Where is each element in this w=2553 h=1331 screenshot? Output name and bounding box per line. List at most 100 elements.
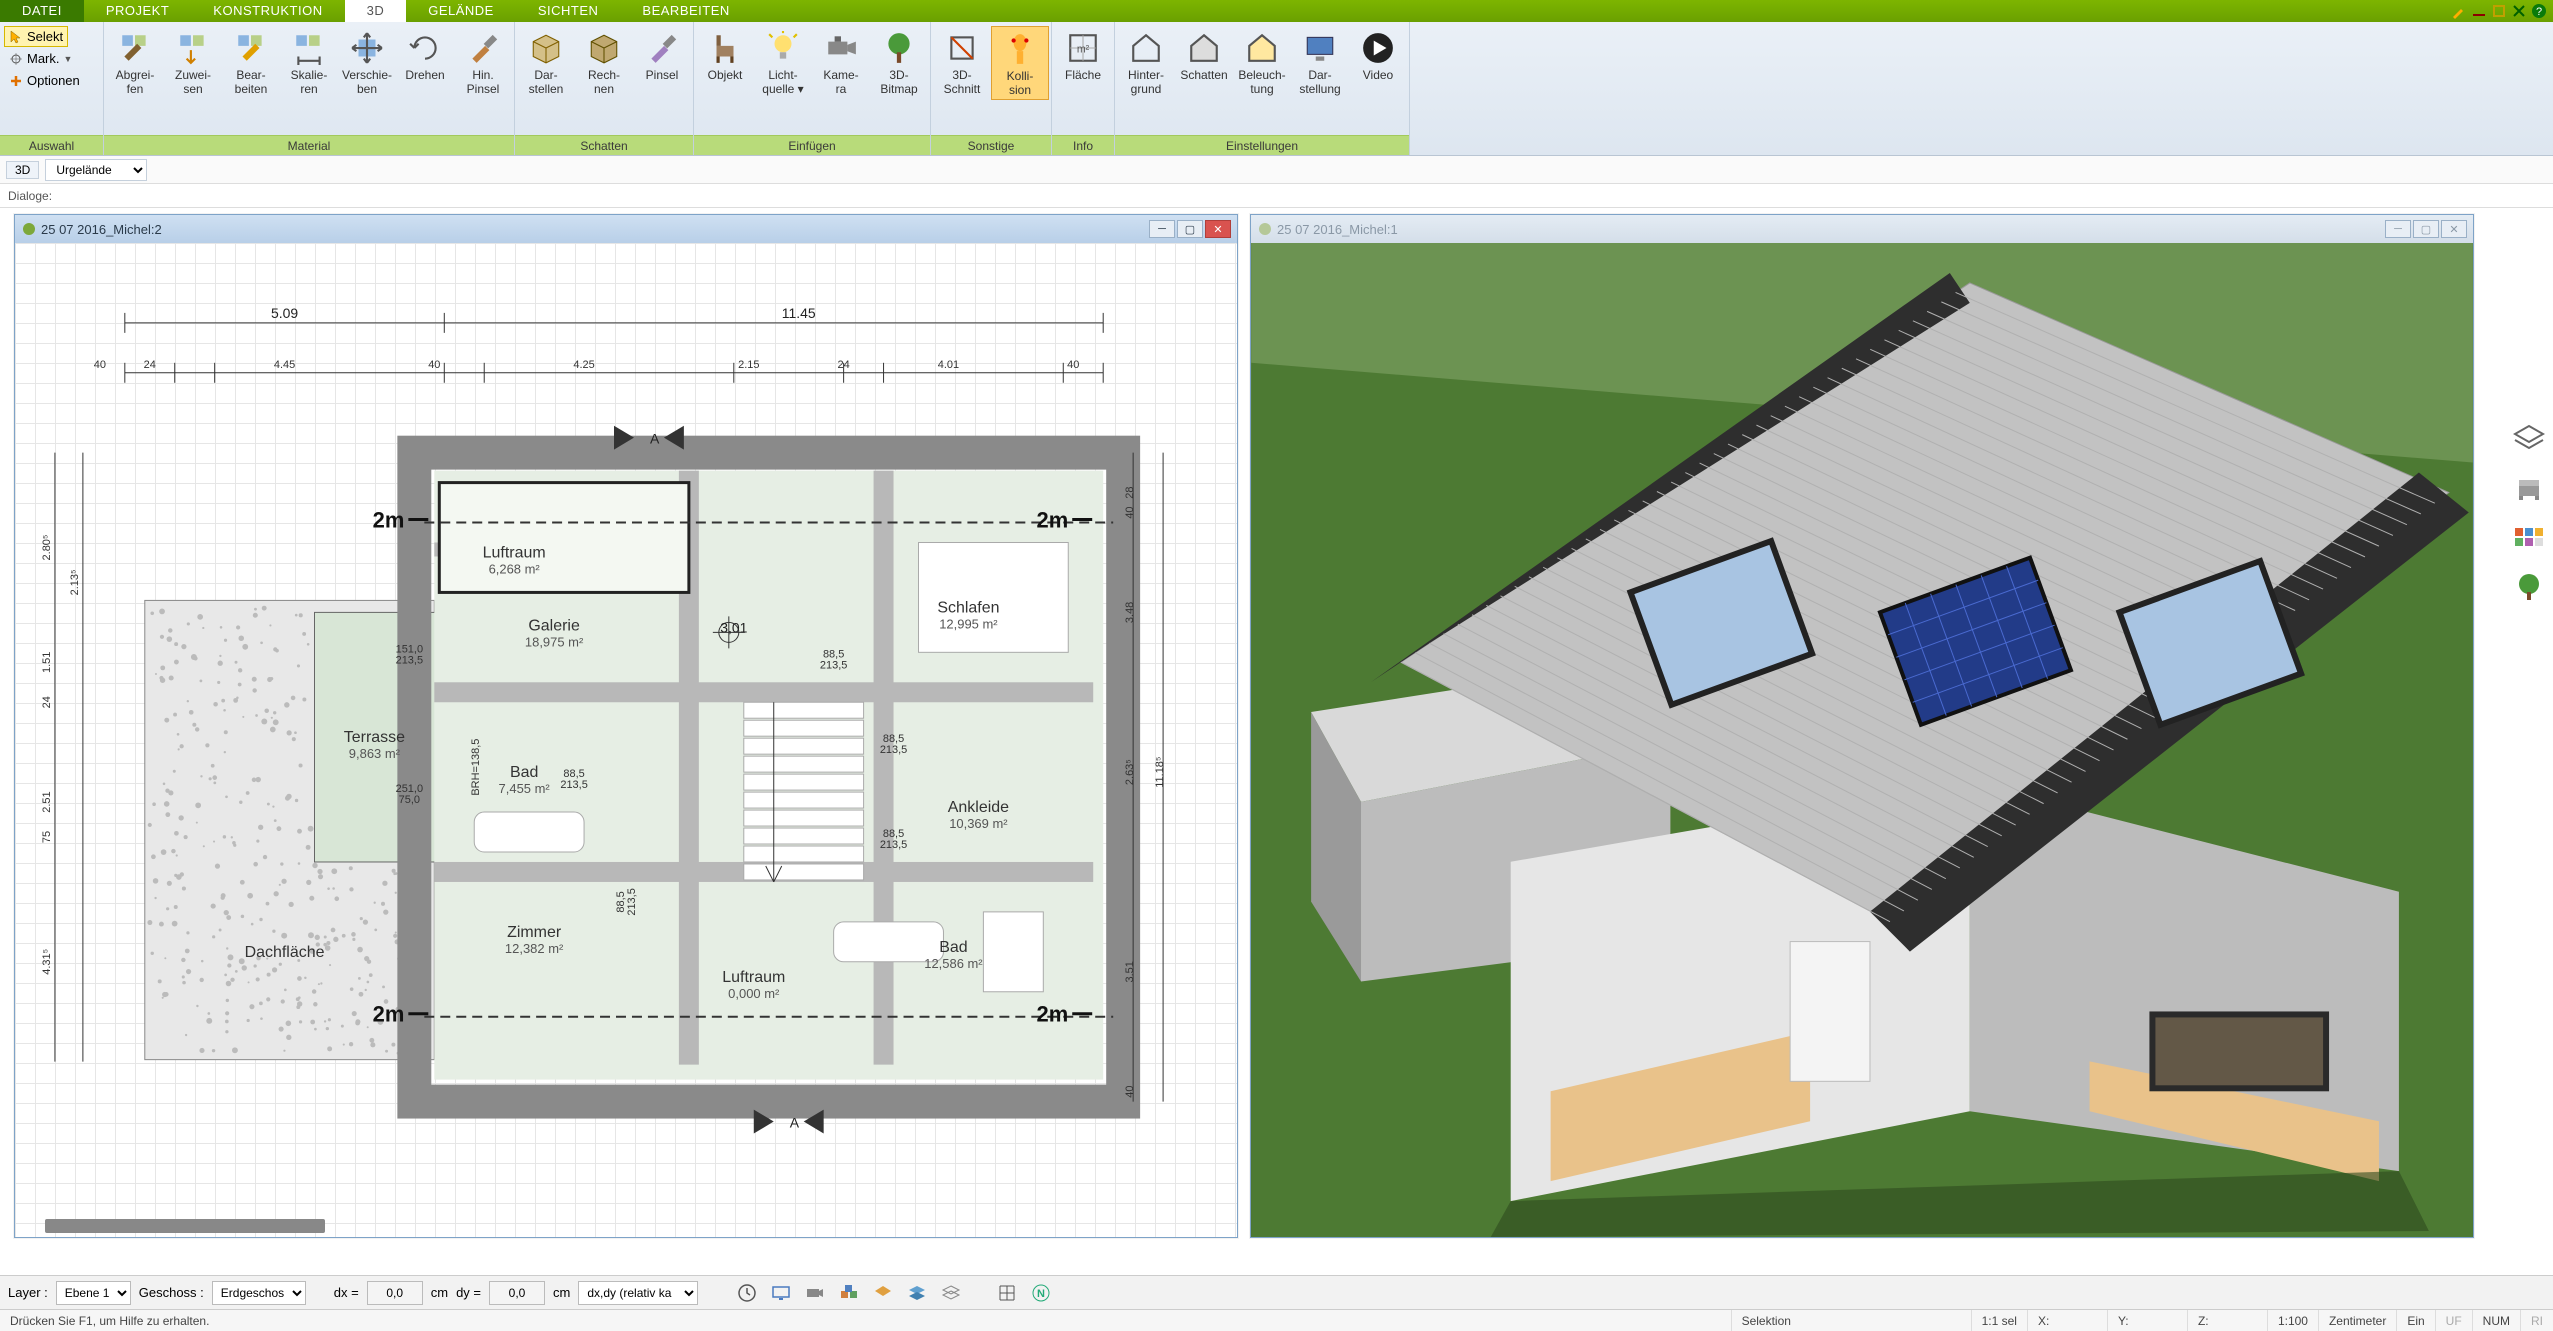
svg-text:5.09: 5.09 xyxy=(271,305,298,321)
layers-tool-icon[interactable] xyxy=(870,1280,896,1306)
tool-edit[interactable]: Bear- beiten xyxy=(222,26,280,98)
ribbon-group-label: Einstellungen xyxy=(1115,135,1409,155)
status-ein: Ein xyxy=(2397,1310,2435,1331)
tool-brush[interactable]: Hin. Pinsel xyxy=(454,26,512,98)
rel-select[interactable]: dx,dy (relativ ka xyxy=(578,1281,698,1305)
bottom-toolbar: Layer : Ebene 1 Geschoss : Erdgeschos dx… xyxy=(0,1275,2553,1309)
tool-play[interactable]: Video xyxy=(1349,26,1407,84)
tool-icon[interactable] xyxy=(2451,3,2467,19)
dialoge-label: Dialoge: xyxy=(8,189,52,203)
layers2-icon[interactable] xyxy=(904,1280,930,1306)
svg-text:10,369 m²: 10,369 m² xyxy=(949,816,1008,831)
win-close-button[interactable]: ✕ xyxy=(1205,220,1231,238)
ribbon: SelektMark.▼Optionen Auswahl Abgrei- fenZu… xyxy=(0,22,2553,156)
tool-cube2[interactable]: Rech- nen xyxy=(575,26,633,98)
tool-tree[interactable]: 3D- Bitmap xyxy=(870,26,928,98)
palette-icon[interactable] xyxy=(2513,522,2545,554)
dx-label: dx = xyxy=(334,1285,359,1300)
help-icon[interactable]: ? xyxy=(2531,3,2547,19)
win-min-button[interactable]: ─ xyxy=(2385,220,2411,238)
render-3d[interactable] xyxy=(1251,243,2473,1237)
svg-text:24: 24 xyxy=(838,359,850,371)
menu-tab-konstruktion[interactable]: KONSTRUKTION xyxy=(191,0,344,22)
floor-plan[interactable]: AA5.0911.4540244.45404.252.15244.01402.8… xyxy=(15,243,1237,1237)
tool-brush2[interactable]: Pinsel xyxy=(633,26,691,84)
tool-picker[interactable]: Abgrei- fen xyxy=(106,26,164,98)
tool-house2[interactable]: Schatten xyxy=(1175,26,1233,84)
dy-input[interactable] xyxy=(489,1281,545,1305)
svg-text:4.45: 4.45 xyxy=(274,359,295,371)
geschoss-select[interactable]: Erdgeschos xyxy=(212,1281,306,1305)
camera-icon[interactable] xyxy=(802,1280,828,1306)
minimize-icon[interactable] xyxy=(2471,3,2487,19)
svg-text:Terrasse: Terrasse xyxy=(344,729,405,746)
menu-tab-gelaende[interactable]: GELÄNDE xyxy=(406,0,516,22)
status-num: NUM xyxy=(2473,1310,2521,1331)
tool-house[interactable]: Hinter- grund xyxy=(1117,26,1175,98)
svg-text:Bad: Bad xyxy=(510,764,538,781)
win-close-button[interactable]: ✕ xyxy=(2441,220,2467,238)
window-2d-titlebar[interactable]: 25 07 2016_Michel:2 ─ ▢ ✕ xyxy=(15,215,1237,243)
tool-move[interactable]: Verschie- ben xyxy=(338,26,396,98)
tool-collision[interactable]: Kolli- sion xyxy=(991,26,1049,100)
tool-chair[interactable]: Objekt xyxy=(696,26,754,84)
svg-text:9,863 m²: 9,863 m² xyxy=(349,746,401,761)
svg-text:Luftraum: Luftraum xyxy=(722,969,785,986)
svg-text:Dachfläche: Dachfläche xyxy=(245,944,325,961)
tool-assign[interactable]: Zuwei- sen xyxy=(164,26,222,98)
close-icon[interactable] xyxy=(2511,3,2527,19)
win-min-button[interactable]: ─ xyxy=(1149,220,1175,238)
win-max-button[interactable]: ▢ xyxy=(2413,220,2439,238)
svg-text:2m: 2m xyxy=(373,1002,405,1027)
clock-icon[interactable] xyxy=(734,1280,760,1306)
tool-bulb[interactable]: Licht- quelle ▾ xyxy=(754,26,812,98)
tool-house3[interactable]: Beleuch- tung xyxy=(1233,26,1291,98)
menu-tab-3d[interactable]: 3D xyxy=(345,0,407,22)
win-max-button[interactable]: ▢ xyxy=(1177,220,1203,238)
sel-optionen[interactable]: Optionen xyxy=(4,70,85,91)
horizontal-scrollbar[interactable] xyxy=(45,1219,325,1233)
svg-text:24: 24 xyxy=(41,696,53,708)
status-unit: Zentimeter xyxy=(2319,1310,2397,1331)
tool-rotate[interactable]: Drehen xyxy=(396,26,454,84)
north-icon[interactable]: N xyxy=(1028,1280,1054,1306)
sel-mark[interactable]: Mark.▼ xyxy=(4,48,77,69)
tree-icon[interactable] xyxy=(2513,572,2545,604)
status-help: Drücken Sie F1, um Hilfe zu erhalten. xyxy=(0,1310,1732,1331)
svg-text:2m: 2m xyxy=(1037,508,1069,533)
window-2d-title: 25 07 2016_Michel:2 xyxy=(41,222,162,237)
status-x: X: xyxy=(2028,1310,2108,1331)
grid-icon[interactable] xyxy=(994,1280,1020,1306)
tool-cube[interactable]: Dar- stellen xyxy=(517,26,575,98)
window-2d-body[interactable]: AA5.0911.4540244.45404.252.15244.01402.8… xyxy=(15,243,1237,1237)
svg-text:40: 40 xyxy=(1124,1085,1136,1097)
dy-label: dy = xyxy=(456,1285,481,1300)
sel-selekt[interactable]: Selekt xyxy=(4,26,68,47)
tool-monitor[interactable]: Dar- stellung xyxy=(1291,26,1349,98)
menu-tab-datei[interactable]: DATEI xyxy=(0,0,84,22)
window-3d-body[interactable] xyxy=(1251,243,2473,1237)
svg-text:BRH=138,5: BRH=138,5 xyxy=(470,739,482,796)
tool-section[interactable]: 3D- Schnitt xyxy=(933,26,991,98)
menu-tab-projekt[interactable]: PROJEKT xyxy=(84,0,191,22)
status-ri: RI xyxy=(2521,1310,2553,1331)
dx-input[interactable] xyxy=(367,1281,423,1305)
menu-tab-sichten[interactable]: SICHTEN xyxy=(516,0,621,22)
layers3-icon[interactable] xyxy=(938,1280,964,1306)
cubes-icon[interactable] xyxy=(836,1280,862,1306)
menu-tab-bearbeiten[interactable]: BEARBEITEN xyxy=(620,0,751,22)
window-3d-titlebar[interactable]: 25 07 2016_Michel:1 ─ ▢ ✕ xyxy=(1251,215,2473,243)
svg-text:213,5: 213,5 xyxy=(880,839,907,851)
tool-area[interactable]: m²Fläche xyxy=(1054,26,1112,84)
context-select[interactable]: Urgelände xyxy=(45,159,147,181)
restore-icon[interactable] xyxy=(2491,3,2507,19)
ribbon-group-label: Auswahl xyxy=(0,135,103,155)
tool-scale[interactable]: Skalie- ren xyxy=(280,26,338,98)
layer-select[interactable]: Ebene 1 xyxy=(56,1281,131,1305)
layers-icon[interactable] xyxy=(2513,422,2545,454)
monitor-icon[interactable] xyxy=(768,1280,794,1306)
tool-camera[interactable]: Kame- ra xyxy=(812,26,870,98)
svg-text:213,5: 213,5 xyxy=(626,888,638,915)
window-3d: 25 07 2016_Michel:1 ─ ▢ ✕ xyxy=(1250,214,2474,1238)
furniture-icon[interactable] xyxy=(2513,472,2545,504)
